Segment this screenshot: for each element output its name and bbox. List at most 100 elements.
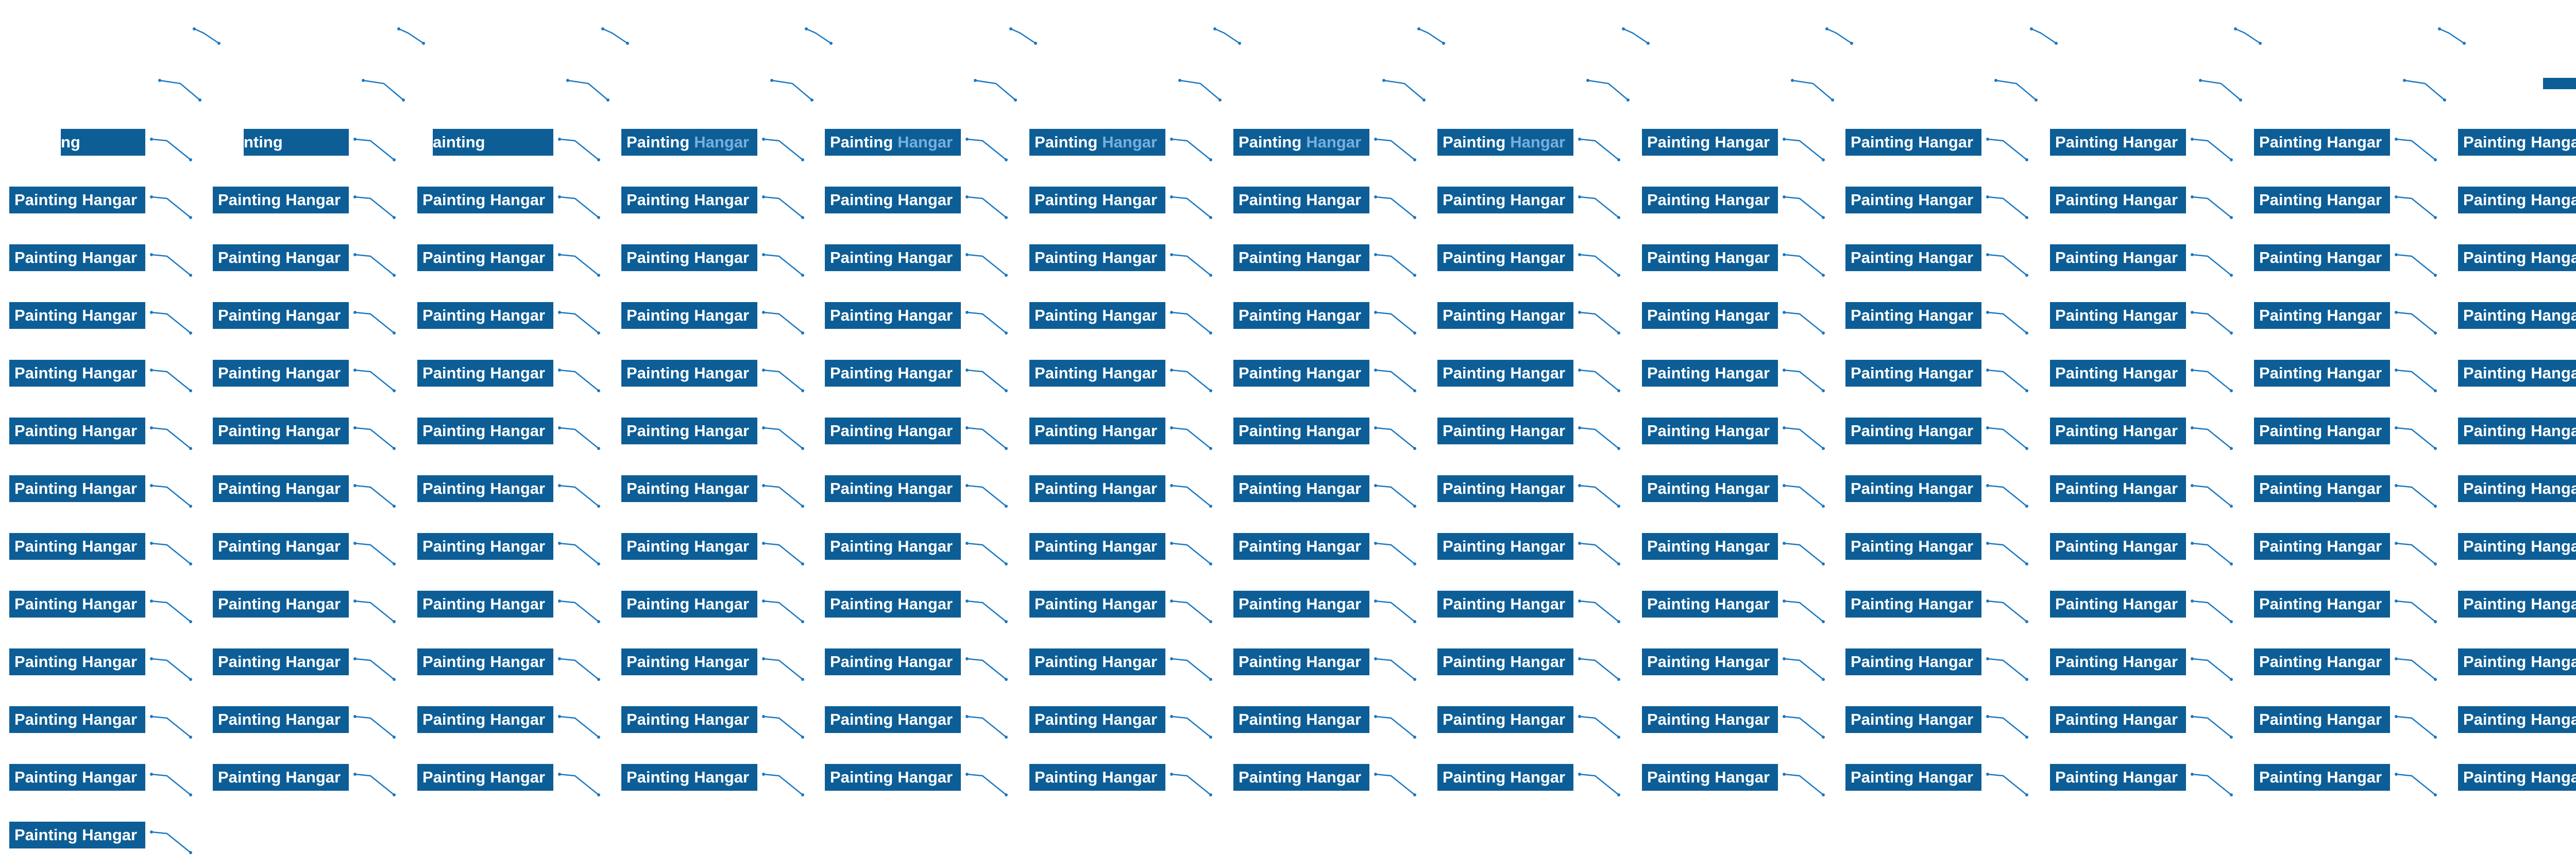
map-label-stub[interactable] — [2543, 78, 2576, 89]
map-label-painting-hangar[interactable]: ng — [61, 129, 145, 156]
